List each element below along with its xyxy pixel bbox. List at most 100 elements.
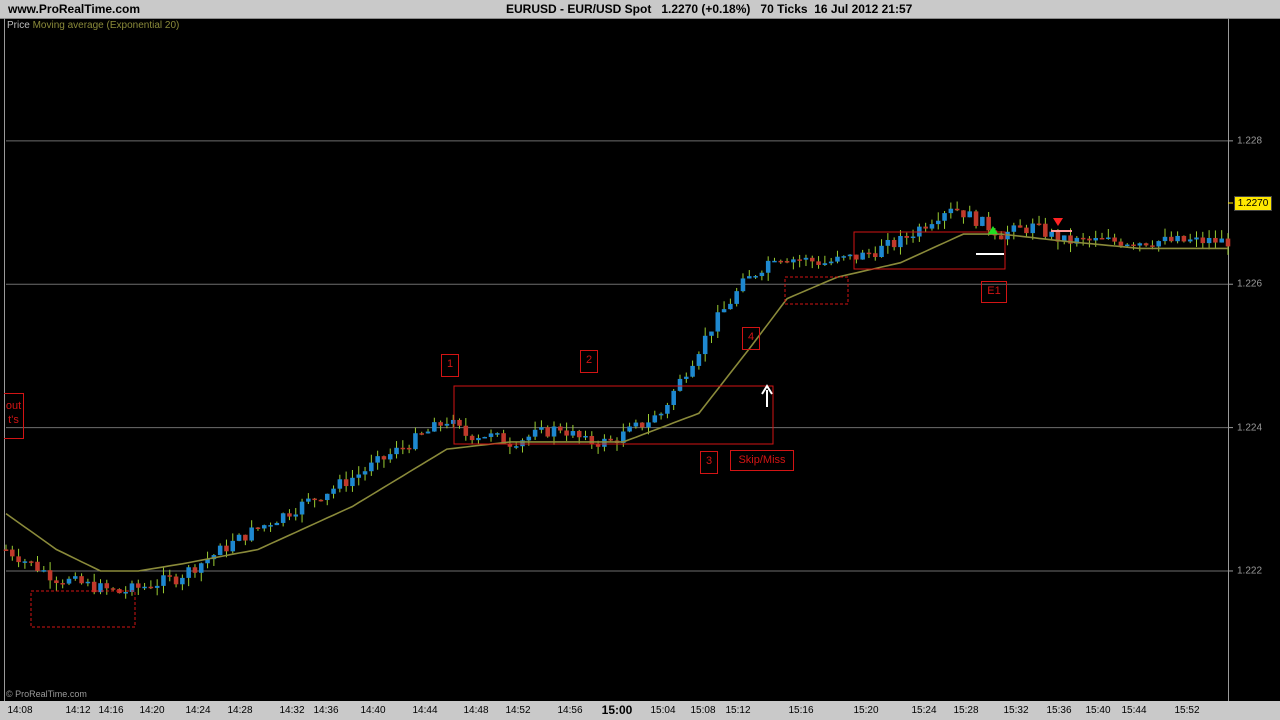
candle-body [633,422,639,427]
candle-body [148,586,154,589]
candle-body [482,436,487,439]
candle-body [79,576,84,584]
candle-body [1156,241,1161,247]
candle-body [268,525,273,527]
candle-body [595,444,601,447]
candle-body [1036,223,1042,226]
candle-body [558,426,563,431]
candle-body [765,260,771,273]
candle-body [1099,237,1105,240]
candle-body [1206,237,1212,244]
candle-body [369,462,374,472]
x-tick-label: 15:36 [1046,705,1072,716]
candle-body [356,474,362,478]
candle-body [501,433,506,444]
label-4: 4 [742,327,760,350]
candle-body [1162,236,1168,242]
title-bar: www.ProRealTime.com EURUSD - EUR/USD Spo… [0,0,1280,19]
candle-body [1055,231,1061,242]
candle-body [167,575,173,577]
candle-body [249,527,254,541]
candle-body [1043,223,1048,237]
x-tick-label: 15:08 [690,705,716,716]
range-box-1 [453,385,774,445]
candle-body [117,589,122,594]
candle-body [1080,237,1086,240]
candle-body [22,561,28,563]
x-tick-label: 15:24 [911,705,937,716]
label-e1: E1 [981,281,1007,303]
site-name[interactable]: www.ProRealTime.com [8,2,141,16]
candle-body [772,260,777,263]
x-tick-label: 14:24 [185,705,211,716]
x-tick-label: 14:44 [412,705,438,716]
candle-body [1061,235,1067,242]
candle-body [734,291,739,304]
candle-body [236,534,242,541]
x-tick-label: 15:16 [788,705,814,716]
chart-title: EURUSD - EUR/USD Spot 1.2270 (+0.18%) 70… [506,2,913,16]
candle-body [123,592,128,594]
x-tick-label: 15:20 [853,705,879,716]
x-tick-label: 15:44 [1121,705,1147,716]
candle-body [350,477,355,487]
candle-body [1131,244,1136,247]
candle-body [866,252,872,255]
candle-body [1213,237,1218,243]
candle-body [1194,237,1199,240]
label-cut-off: out t's [4,393,24,439]
candle-body [621,431,626,443]
candle-body [954,208,960,211]
candle-body [923,226,928,229]
candle-body [425,431,431,434]
candle-body [192,567,198,573]
candle-body [791,259,796,263]
candle-body [381,456,387,460]
candle-body [709,331,714,336]
candle-body [652,415,658,423]
label-skip-miss: Skip/Miss [730,450,794,471]
candle-body [1143,243,1149,246]
candle-body [828,261,834,264]
range-box-2 [853,231,1006,270]
candle-body [375,456,380,463]
candle-body [287,513,292,517]
candle-body [847,254,853,257]
candle-body [41,570,47,572]
time-axis[interactable] [0,701,1280,720]
candle-body [684,376,689,379]
candle-body [1137,243,1143,246]
candle-body [1112,237,1117,242]
candle-body [243,534,248,541]
candle-body [797,259,802,261]
candle-body [438,422,443,426]
candle-body [457,419,462,426]
candle-body [973,211,979,226]
candle-body [696,354,702,366]
candle-body [526,436,532,441]
candle-body [387,454,393,460]
label-2: 2 [580,350,598,373]
candle-body [362,471,368,475]
candle-body [1124,244,1130,247]
candle-body [476,437,481,441]
candle-body [261,525,267,529]
candle-body [602,438,607,447]
x-tick-label: 14:08 [7,705,33,716]
candle-body [400,447,406,450]
candle-body [986,216,991,231]
candle-body [186,567,191,578]
candle-body [28,561,34,563]
candle-body [1068,235,1073,244]
plot-area[interactable] [4,18,1229,701]
x-tick-label: 14:36 [313,705,339,716]
candle-body [129,583,135,593]
exit-arrow-icon [1053,218,1063,226]
candle-body [161,575,166,586]
legend-ma: Moving average (Exponential 20) [32,20,180,31]
candle-body [961,210,966,218]
x-tick-label: 14:20 [139,705,165,716]
candle-body [495,433,500,435]
candle-body [728,303,733,310]
